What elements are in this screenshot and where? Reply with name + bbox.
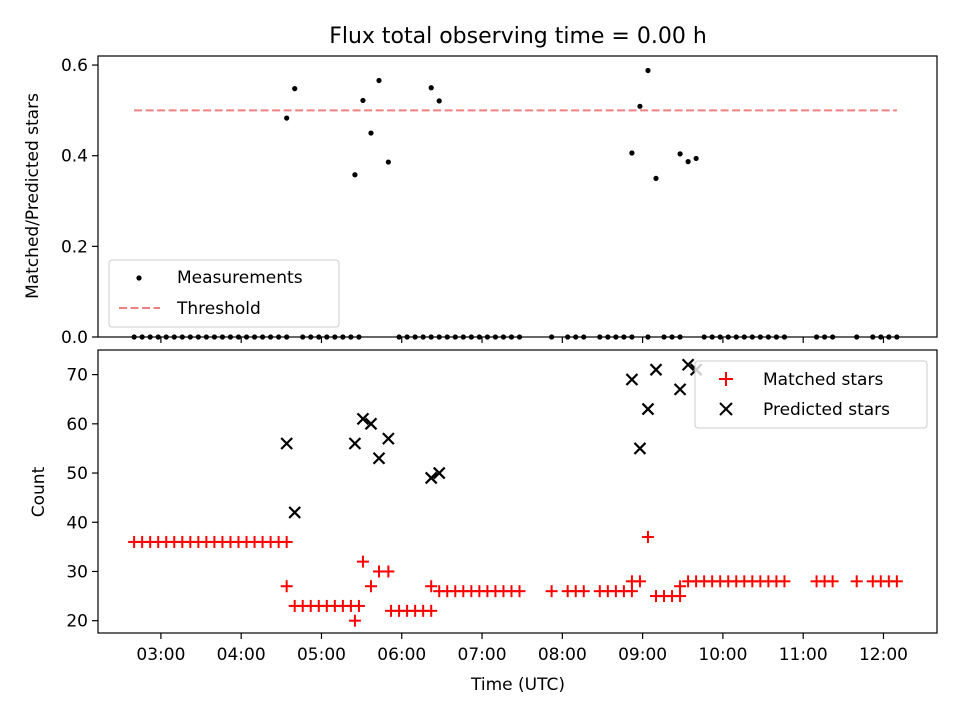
ratio-y-tick-label: 0.6 [61, 56, 88, 76]
ratio-axes-frame [97, 55, 938, 338]
ratio-panel: 0.0 0.2 0.4 0.6 Matched/Predicted stars Mea… [23, 55, 938, 348]
matched-star-point [425, 580, 438, 593]
count-x-tick-label: 05:00 [297, 645, 346, 665]
x-axis-label: Time (UTC) [470, 675, 565, 695]
legend-predicted-marker [719, 402, 733, 416]
measurement-point [637, 103, 643, 109]
measurement-point [629, 150, 635, 156]
matched-star-point [280, 580, 293, 593]
measurement-point [428, 85, 434, 91]
count-y-tick-label: 60 [66, 415, 88, 435]
predicted-star-point [364, 417, 378, 431]
matched-star-point [778, 575, 791, 588]
measurement-point [677, 151, 683, 157]
count-y-ticks: 20 30 40 50 60 70 [66, 366, 98, 632]
legend-predicted-label: Predicted stars [763, 400, 890, 420]
predicted-star-point [280, 437, 293, 450]
predicted-star-point [641, 402, 655, 416]
predicted-star-point [288, 506, 301, 519]
predicted-star-point [649, 363, 663, 376]
predicted-star-point [432, 466, 446, 480]
measurement-point [376, 77, 382, 84]
matched-star-point [826, 575, 839, 588]
predicted-star-point [625, 373, 639, 386]
measurement-point [693, 155, 699, 162]
matched-star-point [280, 535, 293, 548]
matched-star-point [352, 599, 365, 612]
matched-star-point [382, 565, 395, 578]
predicted-star-point [673, 383, 687, 396]
count-axes-frame [97, 349, 938, 634]
count-x-tick-label: 09:00 [618, 645, 667, 665]
count-y-tick-label: 30 [66, 562, 88, 582]
count-x-tick-label: 10:00 [698, 645, 747, 665]
matched-star-point [674, 580, 687, 593]
count-y-tick-label: 50 [66, 464, 88, 484]
matched-star-point [356, 555, 369, 568]
matched-star-point [850, 575, 863, 588]
count-x-tick-label: 08:00 [538, 645, 587, 665]
predicted-star-point [372, 452, 386, 465]
count-x-tick-label: 12:00 [859, 645, 908, 665]
count-y-axis-label: Count [29, 466, 49, 517]
measurement-point [368, 130, 374, 136]
ratio-y-axis-label: Matched/Predicted stars [23, 93, 43, 299]
predicted-star-point [348, 437, 362, 450]
measurement-point [645, 67, 651, 74]
legend-measurements-marker [136, 275, 142, 281]
ratio-legend-box [108, 259, 340, 328]
count-x-tick-label: 06:00 [377, 645, 426, 665]
ratio-y-tick-label: 0.2 [61, 237, 88, 257]
chart-title: Flux total observing time = 0.00 h [329, 24, 707, 49]
legend-threshold-label: Threshold [176, 299, 261, 319]
ratio-x-ticks [160, 337, 885, 343]
measurement-point [292, 86, 298, 92]
count-legend-box [694, 360, 928, 429]
measurement-point [436, 98, 442, 104]
count-panel: 20 30 40 50 60 70 03:00 04:00 05:00 06:00 07:00 08… [29, 349, 938, 695]
matched-star-point [513, 585, 526, 598]
ratio-y-tick-label: 0.4 [61, 147, 88, 167]
measurement-point [352, 172, 358, 178]
legend-measurements-label: Measurements [177, 268, 303, 288]
legend-matched-marker [719, 372, 733, 386]
count-x-tick-label: 07:00 [458, 645, 507, 665]
matched-star-point [641, 531, 654, 544]
ratio-y-tick-label: 0.0 [61, 328, 88, 348]
matched-star-point [545, 585, 558, 598]
matched-star-point [890, 575, 903, 588]
matched-star-point [425, 604, 438, 617]
measurement-point [653, 175, 659, 181]
measurement-point [360, 97, 366, 104]
measurement-point [284, 115, 290, 121]
predicted-star-point [356, 412, 370, 426]
measurement-point [385, 159, 391, 165]
measurement-point [685, 159, 691, 165]
matched-star-point [364, 580, 377, 593]
matched-star-point [348, 614, 361, 627]
count-x-tick-label: 03:00 [136, 645, 185, 665]
count-y-tick-label: 70 [66, 366, 88, 386]
predicted-star-point [424, 471, 438, 485]
ratio-legend: Measurements Threshold [108, 259, 340, 328]
predicted-star-point [681, 358, 695, 372]
count-x-tick-label: 04:00 [217, 645, 266, 665]
predicted-star-point [633, 442, 647, 455]
count-x-ticks: 03:00 04:00 05:00 06:00 07:00 08:00 09:00 10:00… [136, 633, 908, 665]
matched-star-point [633, 575, 646, 588]
count-x-tick-label: 11:00 [779, 645, 828, 665]
count-legend: Matched stars Predicted stars [694, 360, 928, 429]
legend-matched-label: Matched stars [763, 370, 883, 390]
ratio-y-ticks: 0.0 0.2 0.4 0.6 [61, 56, 98, 348]
predicted-star-point [382, 432, 395, 445]
count-y-tick-label: 20 [66, 612, 88, 632]
count-y-tick-label: 40 [66, 513, 88, 533]
count-plot-area [128, 358, 903, 627]
matched-star-point [577, 585, 590, 598]
